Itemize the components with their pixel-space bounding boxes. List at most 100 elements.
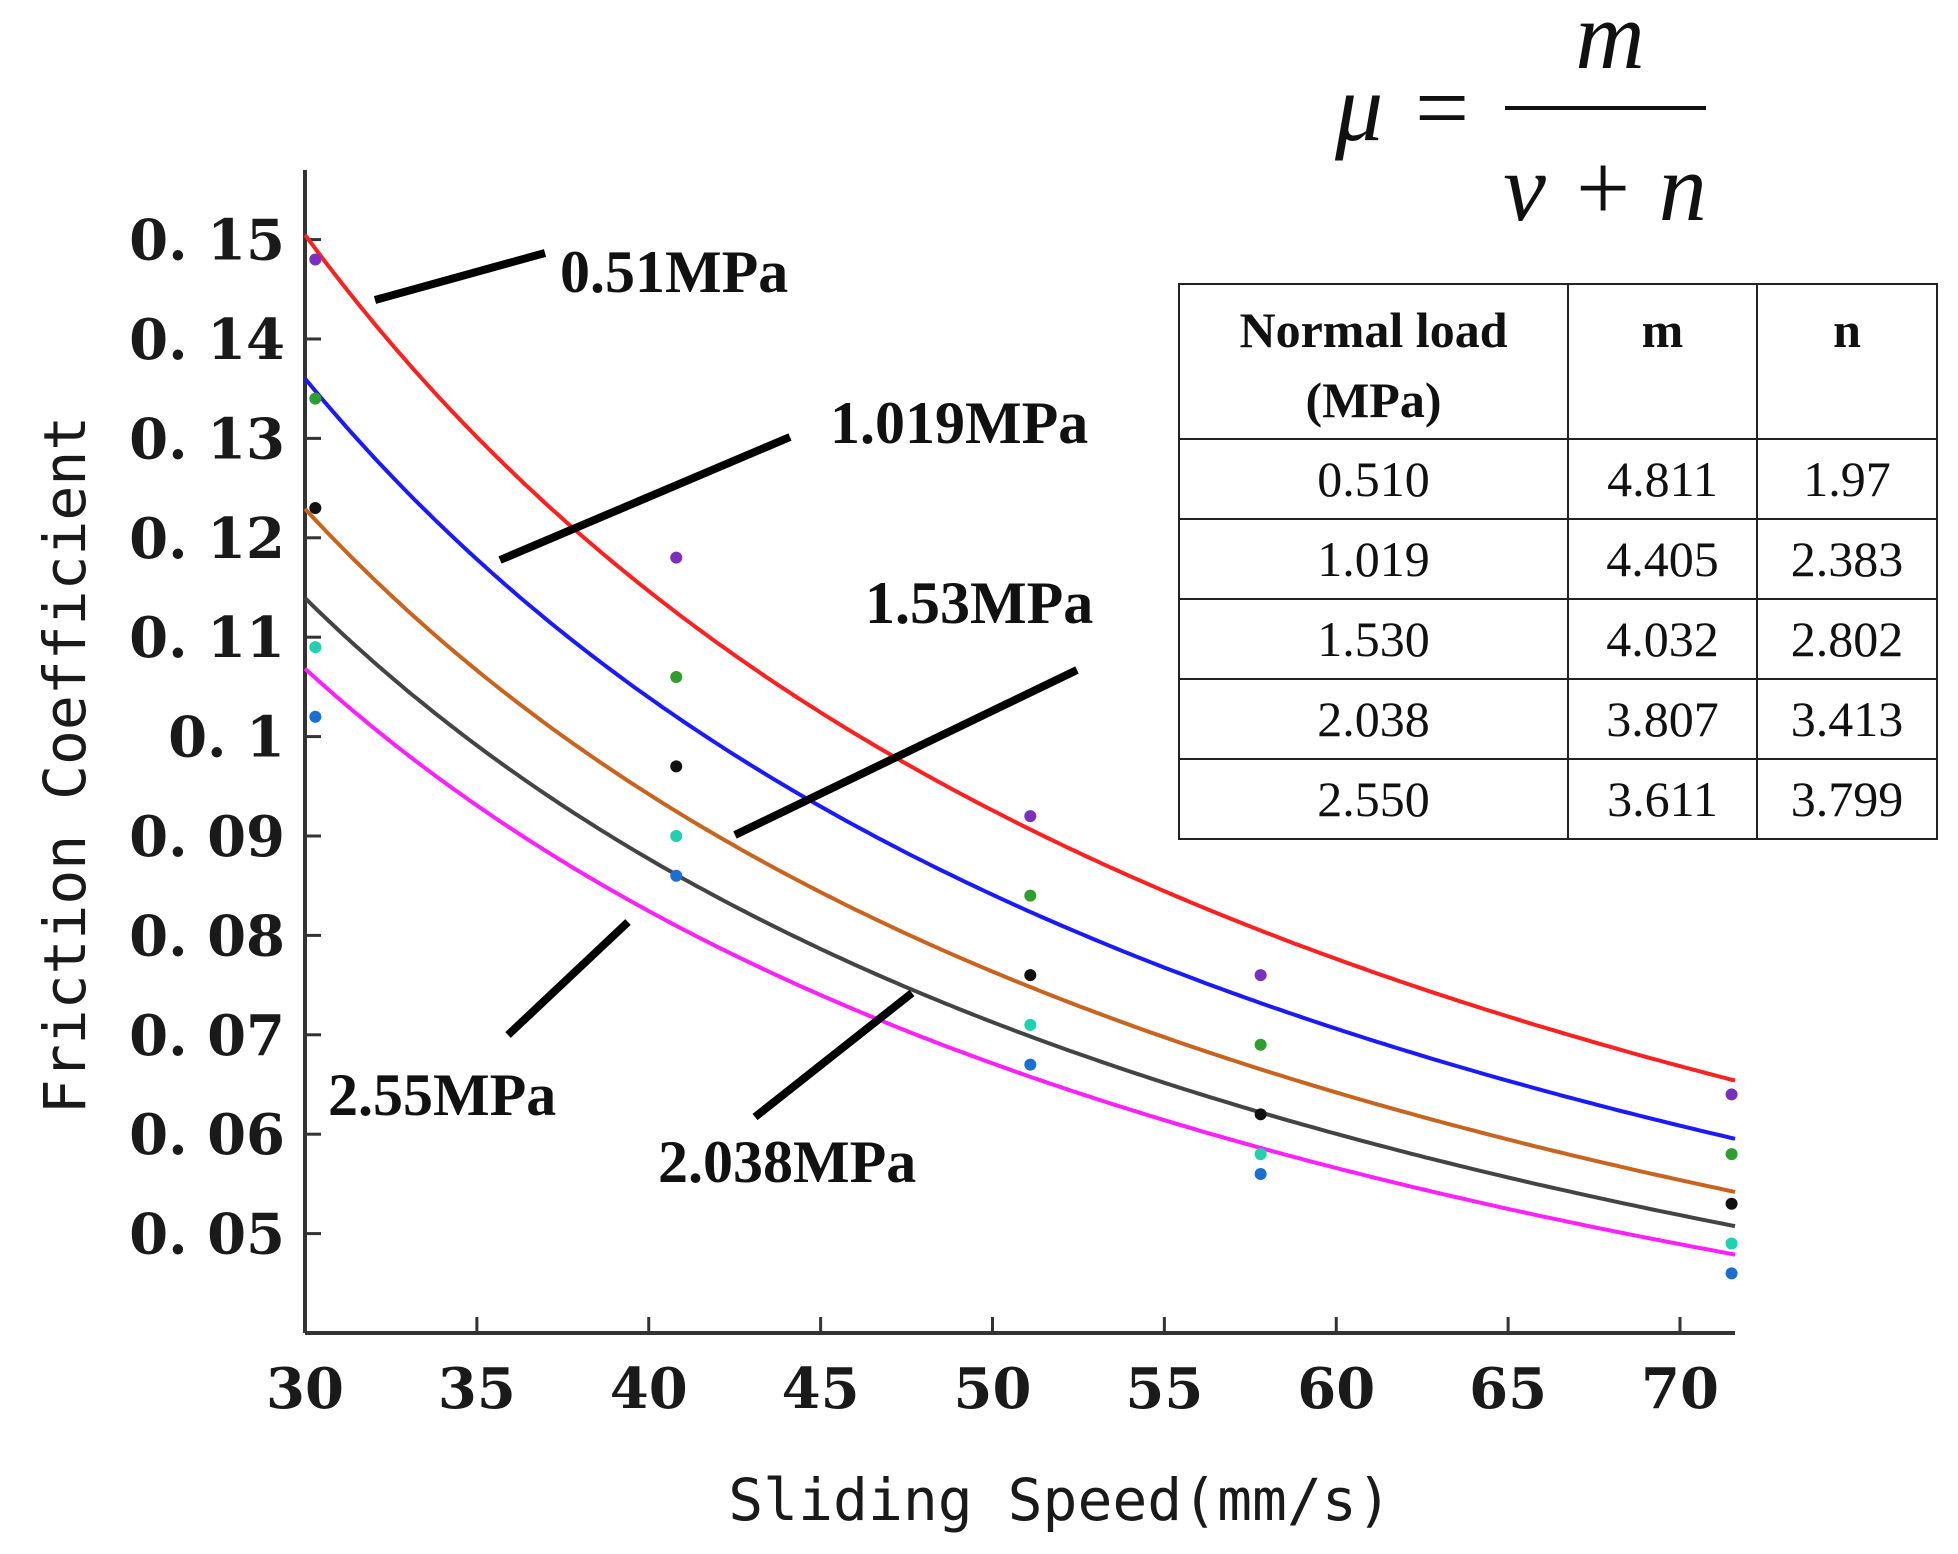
data-point-series-1 [309,392,322,405]
series-label-1: 1.019MPa [830,390,1088,456]
data-point-series-1 [1254,1038,1267,1051]
leader-line-1 [498,433,792,564]
data-point-series-3 [670,829,683,842]
table-cell-load: 0.510 [1178,438,1569,520]
data-point-series-3 [309,641,322,654]
table-cell-load: 2.038 [1178,678,1569,760]
y-tick-label: 0. 12 [129,506,285,572]
axes: 30 35 40 45 50 55 60 65 70 0. 05 0. 06 0. 07 0. 08 0.… [129,170,1735,1422]
table-cell-n: 3.413 [1756,678,1938,760]
col-header-normal-load-line1: Normal load [1239,302,1508,358]
fit-curve-3 [303,596,1736,1229]
data-point-series-2 [1254,1108,1267,1121]
table-cell-n: 2.383 [1756,518,1938,600]
y-tick-label: 0. 13 [129,406,285,472]
x-tick-label: 55 [1125,1356,1203,1422]
col-header-n: n [1756,283,1938,440]
table-cell-m: 4.811 [1567,438,1758,520]
leader-line-0 [373,249,547,304]
y-tick-label: 0. 08 [129,903,285,969]
y-tick-label: 0. 09 [129,804,285,870]
data-point-series-4 [1254,1167,1267,1180]
data-point-series-4 [1725,1267,1738,1280]
y-tick-label: 0. 05 [129,1202,285,1268]
data-point-series-1 [1024,889,1037,902]
table-cell-n: 2.802 [1756,598,1938,680]
fit-curve-4 [303,667,1736,1257]
table-cell-m: 3.611 [1567,758,1758,840]
x-tick-label: 30 [266,1356,344,1422]
table-cell-load: 1.019 [1178,518,1569,600]
table-row: 2.550 3.611 3.799 [1178,758,1938,840]
table-cell-n: 3.799 [1756,758,1938,840]
data-point-series-0 [670,551,683,564]
series-label-3: 2.038MPa [658,1129,916,1195]
col-header-m: m [1567,283,1758,440]
data-point-series-4 [670,869,683,882]
table-row: 1.019 4.405 2.383 [1178,518,1938,600]
table-row: 2.038 3.807 3.413 [1178,678,1938,760]
parameter-table: Normal load (MPa) m n 0.510 4.811 1.97 1… [1178,283,1938,840]
fit-curve-2 [303,507,1736,1194]
formula-denominator: v + n [1503,134,1706,241]
x-tick-label: 40 [610,1356,688,1422]
series-labels: 0.51MPa 1.019MPa 1.53MPa 2.038MPa 2.55MPa [328,239,1093,1195]
col-header-normal-load-line2: (MPa) [1305,372,1442,428]
data-point-series-0 [1254,969,1267,982]
y-tick-label: 0. 15 [129,208,285,274]
data-point-series-2 [1024,969,1037,982]
formula-lhs: μ [1334,54,1383,161]
formula-numerator: m [1575,0,1644,89]
y-tick-label: 0. 14 [129,307,285,373]
x-tick-label: 35 [438,1356,516,1422]
data-point-series-0 [1725,1088,1738,1101]
data-point-series-4 [1024,1058,1037,1071]
x-tick-label: 45 [782,1356,860,1422]
table-header-row: Normal load (MPa) m n [1178,283,1938,440]
leader-line-3 [752,989,915,1121]
leader-line-4 [505,919,631,1038]
series-label-0: 0.51MPa [560,239,788,305]
x-tick-label: 50 [954,1356,1032,1422]
fit-curves [303,233,1736,1257]
x-tick-label: 60 [1297,1356,1375,1422]
table-header: Normal load (MPa) m n [1178,283,1938,440]
y-axis-title: Friction Coefficient [31,416,99,1114]
table-cell-load: 2.550 [1178,758,1569,840]
table-cell-load: 1.530 [1178,598,1569,680]
data-point-series-1 [670,670,683,683]
data-point-series-3 [1254,1148,1267,1161]
y-tick-label: 0. 11 [129,605,285,671]
leader-line-2 [733,666,1079,839]
y-tick-label: 0. 06 [129,1102,285,1168]
data-points [309,253,1738,1280]
col-header-normal-load: Normal load (MPa) [1178,283,1569,440]
table-cell-m: 3.807 [1567,678,1758,760]
series-leader-lines [373,249,1079,1121]
data-point-series-1 [1725,1148,1738,1161]
formula-equals: = [1415,54,1469,161]
data-point-series-3 [1024,1018,1037,1031]
table-row: 0.510 4.811 1.97 [1178,438,1938,520]
data-point-series-0 [309,253,322,266]
data-point-series-0 [1024,810,1037,823]
y-tick-label: 0. 1 [168,705,285,771]
table-cell-m: 4.032 [1567,598,1758,680]
data-point-series-3 [1725,1237,1738,1250]
table-cell-m: 4.405 [1567,518,1758,600]
series-label-2: 1.53MPa [865,570,1093,636]
fit-curve-1 [303,377,1736,1141]
x-tick-label: 70 [1641,1356,1719,1422]
data-point-series-2 [309,501,322,514]
data-point-series-2 [670,760,683,773]
series-label-4: 2.55MPa [328,1062,556,1128]
table-body: 0.510 4.811 1.97 1.019 4.405 2.383 1.530… [1178,438,1938,840]
fit-curve-0 [303,233,1736,1083]
x-axis-title: Sliding Speed(mm/s) [728,1466,1391,1534]
data-point-series-2 [1725,1197,1738,1210]
formula: μ = m v + n [1334,0,1707,241]
table-cell-n: 1.97 [1756,438,1938,520]
table-row: 1.530 4.032 2.802 [1178,598,1938,680]
data-point-series-4 [309,710,322,723]
